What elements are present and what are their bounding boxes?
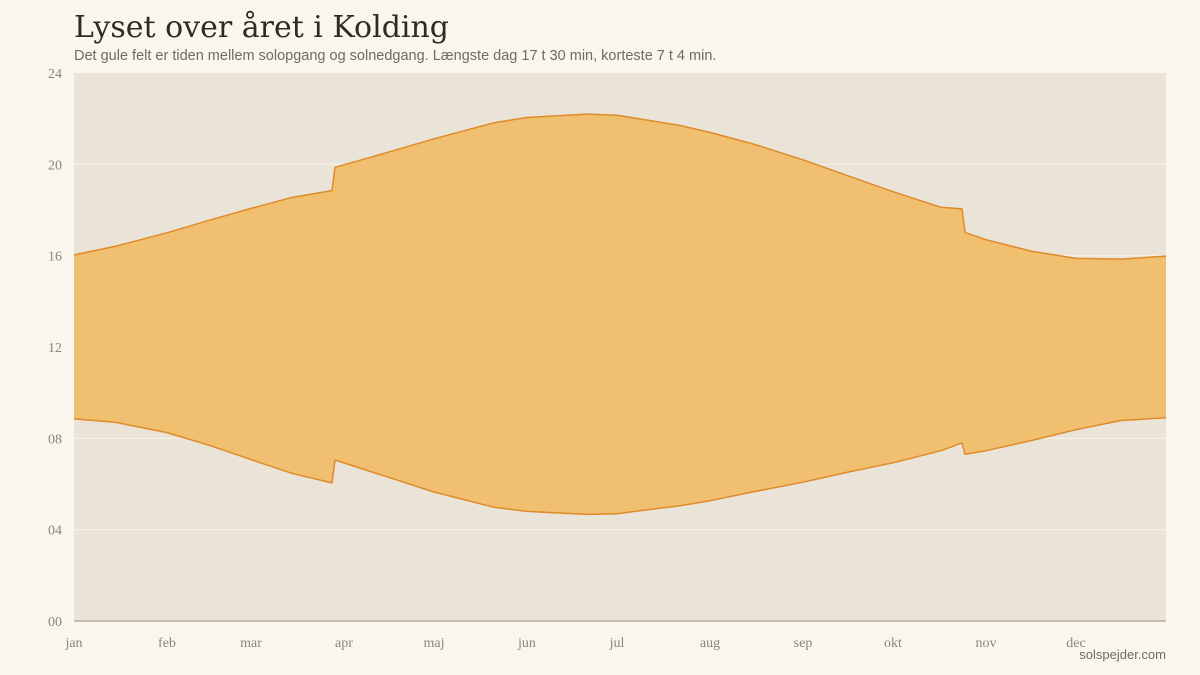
x-tick-label-sep: sep	[794, 636, 813, 651]
sunrise-line	[73, 417, 1167, 516]
y-tick-label: 08	[48, 432, 62, 447]
x-tick-label-mar: mar	[240, 636, 262, 651]
x-tick-label-jun: jun	[517, 636, 536, 651]
daylight-area	[74, 114, 1166, 515]
y-tick-label: 04	[48, 524, 62, 539]
chart-title: Lyset over året i Kolding	[74, 10, 450, 45]
y-tick-label: 12	[48, 341, 62, 356]
chart-subtitle: Det gule felt er tiden mellem solopgang …	[74, 48, 717, 64]
x-tick-label-okt: okt	[884, 636, 902, 651]
x-tick-label-dec: dec	[1066, 636, 1085, 651]
x-tick-label-maj: maj	[424, 636, 445, 651]
x-tick-label-jan: jan	[64, 636, 82, 651]
x-tick-label-apr: apr	[335, 636, 353, 651]
x-tick-label-aug: aug	[700, 636, 720, 651]
y-tick-label: 24	[48, 67, 62, 82]
x-tick-label-jul: jul	[609, 636, 625, 651]
credit-text: solspejder.com	[1079, 647, 1166, 662]
sunset-line	[73, 113, 1167, 260]
y-tick-label: 00	[48, 615, 62, 630]
x-tick-label-nov: nov	[976, 636, 997, 651]
y-axis-labels: 00 04 08 12 16 20 24	[48, 67, 62, 630]
x-tick-label-feb: feb	[158, 636, 176, 651]
x-axis-labels: jan feb mar apr maj jun jul aug sep okt nov dec	[64, 636, 1085, 651]
y-tick-label: 16	[48, 250, 62, 265]
y-tick-label: 20	[48, 158, 62, 173]
